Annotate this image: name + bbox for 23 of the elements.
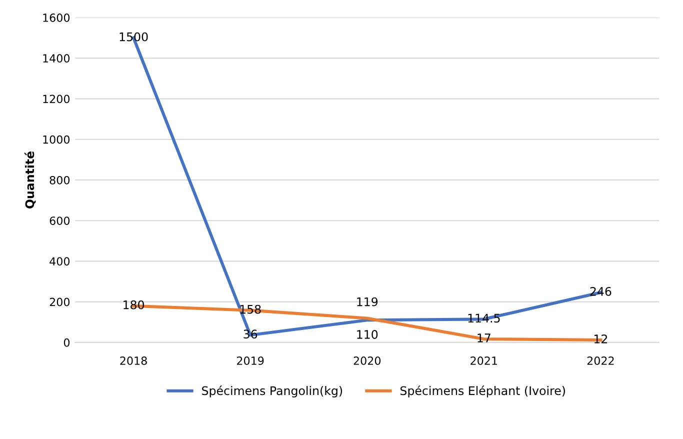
y-tick-label: 1400 [43, 54, 70, 63]
x-tick-label: 2018 [120, 356, 147, 365]
y-tick-label: 600 [50, 216, 70, 225]
data-label: 1500 [120, 32, 148, 42]
x-tick-label: 2022 [587, 356, 614, 365]
x-tick-label: 2019 [236, 356, 264, 365]
data-label: 110 [357, 330, 378, 339]
x-tick-label: 2021 [470, 356, 498, 365]
data-label: 36 [244, 330, 258, 339]
y-axis-title: Quantité [24, 151, 36, 208]
data-label: 180 [124, 300, 144, 310]
data-label: 246 [590, 286, 612, 296]
data-label: 119 [357, 297, 378, 306]
y-tick-label: 1000 [43, 135, 70, 144]
y-tick-label: 1200 [43, 94, 70, 104]
y-tick-label: 800 [50, 176, 70, 184]
legend-label: Spécimens Pangolin(kg) [202, 386, 342, 398]
x-tick-label: 2020 [354, 356, 381, 365]
legend-label: Spécimens Eléphant (Ivoire) [400, 386, 565, 398]
y-tick-label: 400 [50, 257, 70, 266]
y-tick-label: 0 [64, 338, 70, 347]
y-tick-label: 200 [50, 298, 70, 306]
y-tick-label: 1600 [43, 14, 70, 22]
